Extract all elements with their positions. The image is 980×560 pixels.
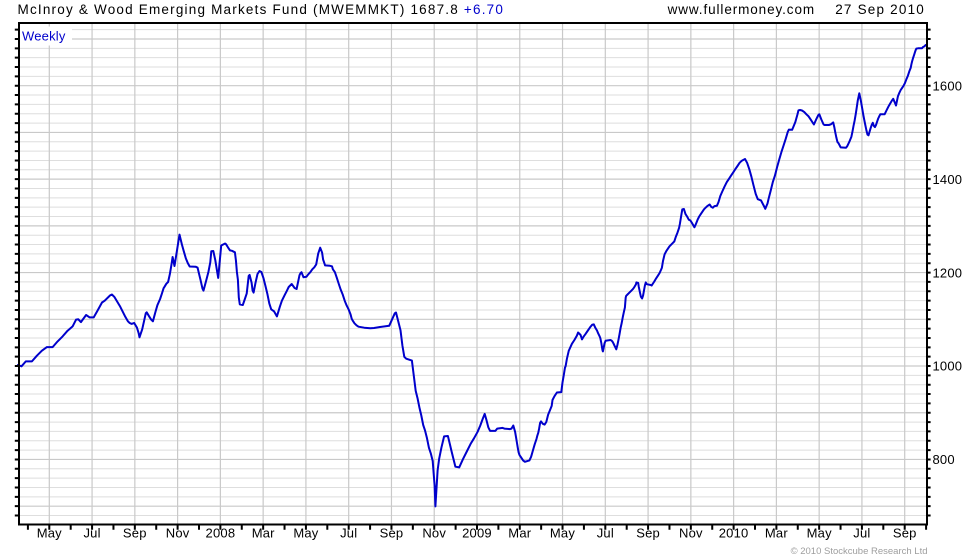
svg-text:Weekly: Weekly xyxy=(22,29,66,44)
svg-text:May: May xyxy=(807,526,832,541)
svg-text:Jul: Jul xyxy=(853,526,870,541)
svg-text:1600: 1600 xyxy=(933,78,963,93)
svg-text:Jul: Jul xyxy=(597,526,614,541)
svg-text:1200: 1200 xyxy=(933,265,963,280)
svg-text:Nov: Nov xyxy=(422,526,446,541)
svg-text:Nov: Nov xyxy=(166,526,190,541)
svg-text:Sep: Sep xyxy=(123,526,147,541)
svg-text:McInroy & Wood Emerging Market: McInroy & Wood Emerging Markets Fund (MW… xyxy=(18,2,505,17)
svg-text:2008: 2008 xyxy=(206,526,236,541)
svg-text:Sep: Sep xyxy=(893,526,917,541)
svg-text:Mar: Mar xyxy=(765,526,788,541)
svg-text:2010: 2010 xyxy=(719,526,749,541)
svg-text:© 2010 Stockcube Research Ltd: © 2010 Stockcube Research Ltd xyxy=(791,546,928,557)
svg-text:May: May xyxy=(37,526,62,541)
svg-text:May: May xyxy=(550,526,575,541)
svg-text:Jul: Jul xyxy=(83,526,100,541)
svg-text:Jul: Jul xyxy=(340,526,357,541)
svg-text:Nov: Nov xyxy=(679,526,703,541)
svg-text:Mar: Mar xyxy=(508,526,531,541)
svg-text:1000: 1000 xyxy=(933,359,963,374)
svg-text:27 Sep 2010: 27 Sep 2010 xyxy=(835,2,925,17)
svg-text:800: 800 xyxy=(933,452,955,467)
svg-text:www.fullermoney.com: www.fullermoney.com xyxy=(667,2,815,17)
svg-text:Sep: Sep xyxy=(636,526,660,541)
svg-text:May: May xyxy=(293,526,318,541)
svg-text:Mar: Mar xyxy=(252,526,275,541)
svg-text:Sep: Sep xyxy=(380,526,404,541)
svg-text:2009: 2009 xyxy=(462,526,492,541)
svg-text:1400: 1400 xyxy=(933,172,963,187)
